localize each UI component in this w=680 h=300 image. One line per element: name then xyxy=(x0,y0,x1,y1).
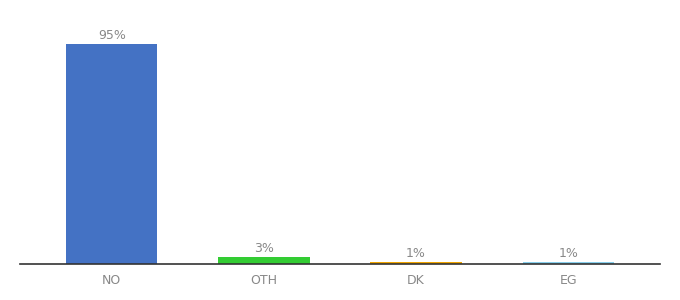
Bar xyxy=(371,262,462,264)
Bar xyxy=(523,262,614,264)
Text: 1%: 1% xyxy=(406,247,426,260)
Bar xyxy=(218,257,309,264)
Text: 1%: 1% xyxy=(558,247,578,260)
Text: 95%: 95% xyxy=(98,29,126,42)
Bar xyxy=(66,44,157,264)
Text: 3%: 3% xyxy=(254,242,274,255)
